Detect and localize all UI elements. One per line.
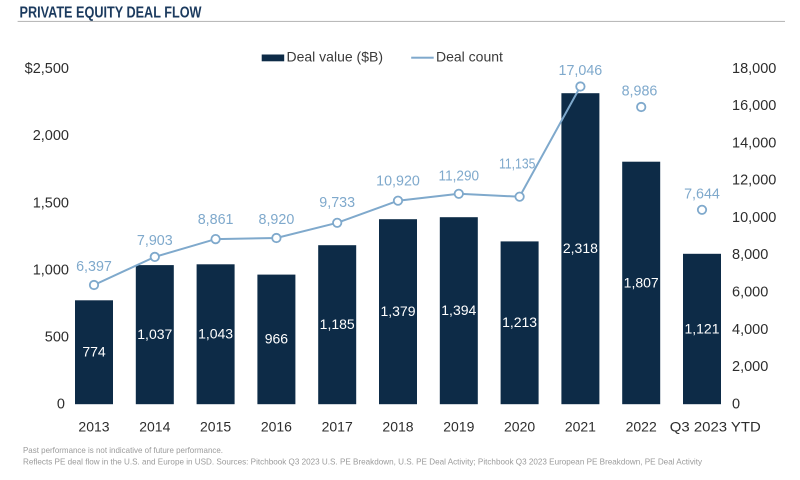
svg-text:9,733: 9,733 <box>319 195 355 211</box>
svg-text:14,000: 14,000 <box>732 135 776 151</box>
svg-text:6,397: 6,397 <box>76 259 112 275</box>
svg-text:500: 500 <box>45 330 69 346</box>
svg-text:1,394: 1,394 <box>441 302 476 318</box>
svg-text:10,000: 10,000 <box>732 210 776 226</box>
svg-text:2016: 2016 <box>261 419 292 435</box>
svg-text:11,290: 11,290 <box>439 168 480 184</box>
svg-text:7,644: 7,644 <box>684 187 720 203</box>
svg-text:2,000: 2,000 <box>732 359 768 375</box>
svg-text:2020: 2020 <box>504 419 535 435</box>
svg-text:1,185: 1,185 <box>320 316 355 332</box>
svg-text:1,000: 1,000 <box>33 262 69 278</box>
svg-text:2017: 2017 <box>322 419 353 435</box>
svg-text:2015: 2015 <box>200 419 231 435</box>
svg-text:0: 0 <box>732 396 740 412</box>
svg-text:8,986: 8,986 <box>622 84 658 100</box>
svg-text:2013: 2013 <box>78 419 109 435</box>
svg-text:2,318: 2,318 <box>563 240 598 256</box>
svg-text:6,000: 6,000 <box>732 285 768 301</box>
svg-text:Deal value ($B): Deal value ($B) <box>287 48 384 64</box>
svg-text:1,807: 1,807 <box>624 274 659 290</box>
svg-text:774: 774 <box>82 344 106 360</box>
svg-text:Q3 2023 YTD: Q3 2023 YTD <box>670 419 761 435</box>
svg-text:Past performance is not indica: Past performance is not indicative of fu… <box>23 445 223 455</box>
svg-text:8,861: 8,861 <box>198 212 234 228</box>
svg-text:11,135: 11,135 <box>499 157 536 173</box>
svg-text:8,920: 8,920 <box>259 212 295 228</box>
svg-text:1,037: 1,037 <box>137 326 172 342</box>
svg-text:8,000: 8,000 <box>732 247 768 263</box>
svg-text:1,043: 1,043 <box>198 326 233 342</box>
svg-text:1,213: 1,213 <box>502 314 537 330</box>
svg-text:10,920: 10,920 <box>376 173 420 189</box>
svg-text:1,500: 1,500 <box>33 195 69 211</box>
svg-text:PRIVATE EQUITY DEAL FLOW: PRIVATE EQUITY DEAL FLOW <box>20 5 202 22</box>
svg-text:7,903: 7,903 <box>137 233 173 249</box>
svg-text:2014: 2014 <box>139 419 170 435</box>
svg-text:2018: 2018 <box>382 419 413 435</box>
svg-text:2019: 2019 <box>443 419 474 435</box>
svg-text:2,000: 2,000 <box>33 128 69 144</box>
svg-text:2021: 2021 <box>565 419 596 435</box>
svg-text:$2,500: $2,500 <box>25 61 69 77</box>
svg-text:1,379: 1,379 <box>380 303 415 319</box>
svg-text:16,000: 16,000 <box>732 98 776 114</box>
svg-text:Deal count: Deal count <box>436 48 503 64</box>
svg-text:17,046: 17,046 <box>559 63 603 79</box>
svg-text:4,000: 4,000 <box>732 322 768 338</box>
svg-text:966: 966 <box>265 331 289 347</box>
svg-text:18,000: 18,000 <box>732 61 776 77</box>
svg-text:0: 0 <box>57 397 65 413</box>
svg-text:12,000: 12,000 <box>732 173 776 189</box>
svg-text:2022: 2022 <box>626 419 657 435</box>
svg-text:Reflects PE deal flow in the U: Reflects PE deal flow in the U.S. and Eu… <box>23 456 703 466</box>
svg-text:1,121: 1,121 <box>684 320 719 336</box>
